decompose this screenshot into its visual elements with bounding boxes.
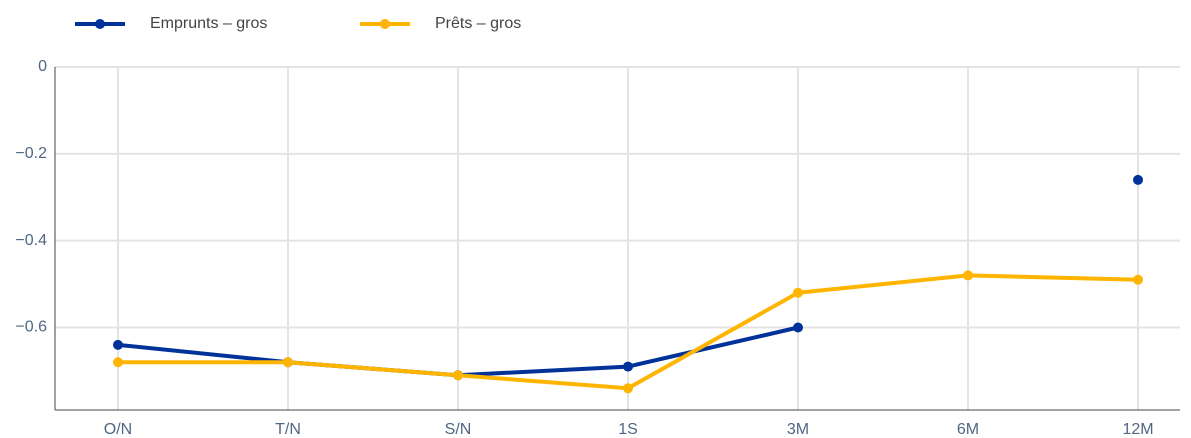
x-tick-label: 1S: [618, 421, 638, 438]
x-tick-label: 3M: [787, 421, 809, 438]
y-tick-label: −0.2: [15, 145, 47, 162]
point: [793, 322, 803, 333]
legend-marker: [95, 19, 105, 29]
point: [963, 270, 973, 281]
point: [623, 361, 633, 372]
x-tick-label: 6M: [957, 421, 979, 438]
point: [113, 339, 123, 350]
point: [1133, 274, 1143, 285]
legend-label: Emprunts – gros: [150, 15, 267, 32]
x-tick-label: S/N: [445, 421, 472, 438]
y-tick-label: −0.6: [15, 319, 47, 336]
point: [113, 357, 123, 368]
y-tick-label: 0: [38, 58, 47, 75]
x-tick-label: 12M: [1122, 421, 1153, 438]
x-tick-label: T/N: [275, 421, 301, 438]
x-tick-label: O/N: [104, 421, 132, 438]
point: [623, 383, 633, 394]
point: [283, 357, 293, 368]
point: [1133, 174, 1143, 185]
point: [453, 370, 463, 381]
legend-marker: [380, 19, 390, 29]
legend-label: Prêts – gros: [435, 15, 521, 32]
y-tick-label: −0.4: [15, 232, 47, 249]
point: [793, 287, 803, 298]
